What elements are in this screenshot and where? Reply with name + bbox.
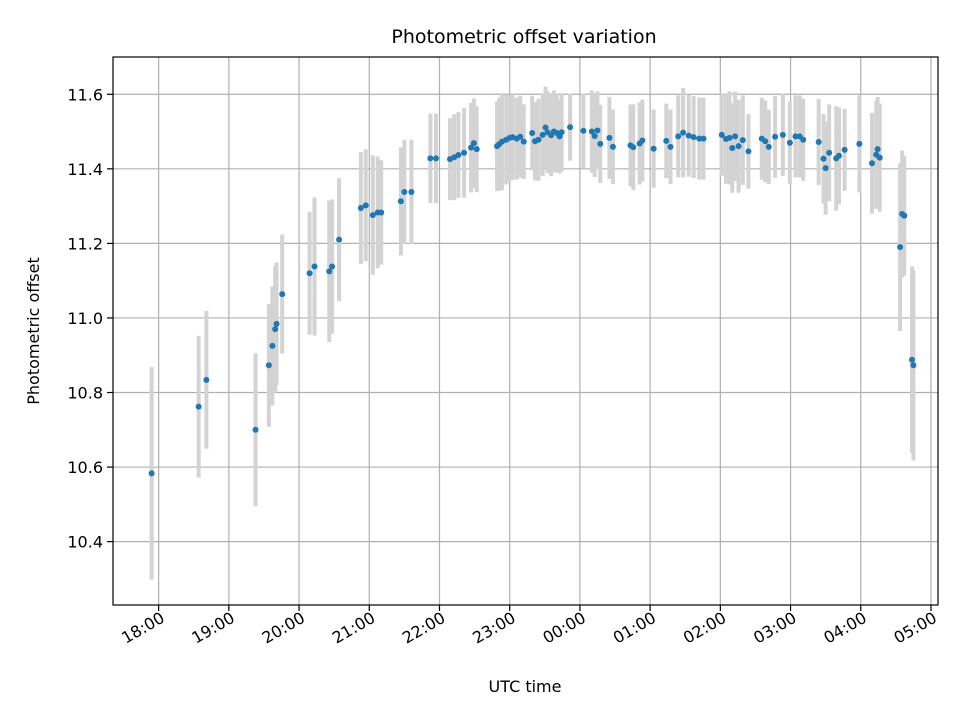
data-point	[542, 124, 549, 131]
data-point	[326, 268, 333, 275]
data-point	[897, 244, 904, 251]
data-point	[336, 236, 343, 243]
data-point	[558, 129, 565, 136]
y-tick-label: 10.4	[67, 533, 103, 552]
data-point	[535, 136, 542, 143]
data-points	[148, 124, 917, 477]
data-point	[520, 138, 527, 145]
data-point	[517, 133, 524, 140]
y-tick-label: 11.6	[67, 85, 103, 104]
data-point	[273, 320, 280, 327]
y-tick-label: 11.4	[67, 160, 103, 179]
x-axis-label: UTC time	[489, 677, 562, 696]
data-point	[826, 149, 833, 156]
data-point	[667, 143, 674, 150]
data-point	[468, 144, 475, 151]
y-tick-label: 11.2	[67, 234, 103, 253]
data-point	[369, 212, 376, 219]
data-point	[745, 148, 752, 155]
data-point	[432, 155, 439, 162]
data-point	[732, 133, 739, 140]
data-point	[567, 124, 574, 131]
data-point	[606, 134, 613, 141]
data-point	[591, 133, 598, 140]
data-point	[650, 145, 657, 152]
data-point	[685, 132, 692, 139]
data-point	[729, 144, 736, 151]
data-point	[329, 263, 336, 270]
data-point	[815, 138, 822, 145]
data-point	[700, 135, 707, 142]
plot-frame	[112, 56, 939, 606]
y-tick-label: 11.0	[67, 309, 103, 328]
data-point	[597, 140, 604, 147]
y-axis-label: Photometric offset	[24, 257, 43, 405]
data-point	[726, 134, 733, 141]
data-point	[822, 165, 829, 172]
data-point	[630, 144, 637, 151]
data-point	[397, 198, 404, 205]
data-point	[588, 128, 595, 135]
data-point	[594, 127, 601, 134]
y-tick-label: 10.8	[67, 384, 103, 403]
data-point	[901, 212, 908, 219]
data-point	[820, 155, 827, 162]
data-point	[272, 326, 279, 333]
y-tick-label: 10.6	[67, 458, 103, 477]
data-point	[779, 131, 786, 138]
data-point	[639, 137, 646, 144]
data-point	[690, 134, 697, 141]
data-point	[869, 160, 875, 167]
data-point	[311, 263, 318, 270]
data-point	[680, 129, 687, 136]
data-point	[836, 152, 842, 159]
data-point	[696, 135, 703, 142]
data-point	[735, 143, 742, 150]
data-point	[357, 204, 364, 211]
chart-title: Photometric offset variation	[391, 26, 656, 48]
data-point	[772, 133, 779, 140]
data-point	[792, 133, 799, 140]
data-point	[762, 138, 769, 145]
data-point	[252, 426, 259, 433]
data-point	[675, 133, 682, 140]
data-point	[800, 136, 807, 143]
data-point	[408, 188, 415, 195]
data-point	[279, 291, 286, 298]
data-point	[876, 154, 883, 161]
data-point	[909, 356, 916, 363]
data-point	[378, 209, 385, 216]
data-point	[874, 146, 881, 153]
data-point	[856, 140, 863, 147]
data-point	[841, 146, 848, 153]
data-point	[269, 342, 276, 349]
data-point	[148, 470, 155, 477]
data-point	[195, 403, 202, 410]
data-point	[910, 362, 917, 369]
data-point	[718, 131, 725, 138]
data-point	[663, 137, 670, 144]
data-point	[539, 131, 546, 138]
y-axis-ticks: 10.4 10.6 10.8 11.0 11.2 11.4 11.6	[67, 85, 113, 552]
data-point	[765, 143, 772, 150]
data-point	[265, 362, 272, 369]
data-point	[427, 155, 434, 162]
data-point	[455, 152, 462, 159]
data-point	[609, 143, 616, 150]
data-point	[401, 188, 408, 195]
data-point	[461, 149, 468, 156]
data-point	[473, 146, 480, 153]
data-point	[306, 270, 313, 277]
data-point	[786, 139, 793, 146]
data-point	[362, 202, 369, 209]
data-point	[580, 127, 587, 134]
data-point	[739, 137, 746, 144]
data-point	[470, 140, 477, 147]
data-point	[529, 130, 536, 137]
data-point	[203, 376, 210, 383]
